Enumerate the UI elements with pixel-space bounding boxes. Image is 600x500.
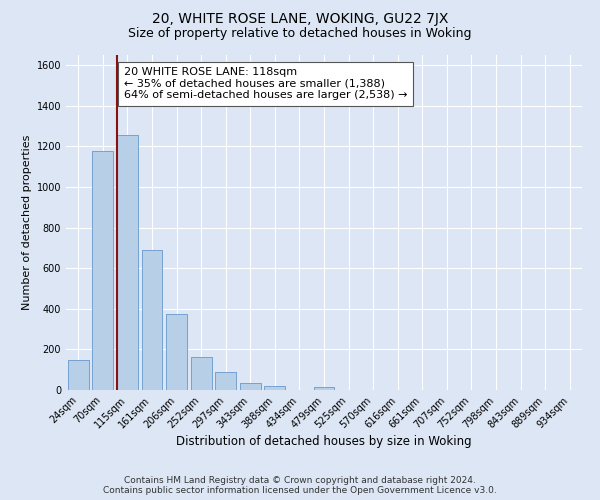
Bar (68, 360, 89, 390)
Bar (142, 250, 163, 390)
Y-axis label: Number of detached properties: Number of detached properties (22, 135, 32, 310)
Text: 20, WHITE ROSE LANE, WOKING, GU22 7JX: 20, WHITE ROSE LANE, WOKING, GU22 7JX (152, 12, 448, 26)
Text: Contains HM Land Registry data © Crown copyright and database right 2024.
Contai: Contains HM Land Registry data © Crown c… (103, 476, 497, 495)
Bar (265, 386, 286, 390)
Bar (314, 387, 334, 390)
Bar (117, 134, 138, 390)
Bar (166, 314, 187, 390)
Bar (191, 356, 212, 390)
Bar (240, 383, 261, 390)
Bar (92, 152, 113, 390)
Text: 20 WHITE ROSE LANE: 118sqm
← 35% of detached houses are smaller (1,388)
64% of s: 20 WHITE ROSE LANE: 118sqm ← 35% of deta… (124, 67, 407, 100)
Bar (215, 372, 236, 390)
X-axis label: Distribution of detached houses by size in Woking: Distribution of detached houses by size … (176, 436, 472, 448)
Text: Size of property relative to detached houses in Woking: Size of property relative to detached ho… (128, 28, 472, 40)
